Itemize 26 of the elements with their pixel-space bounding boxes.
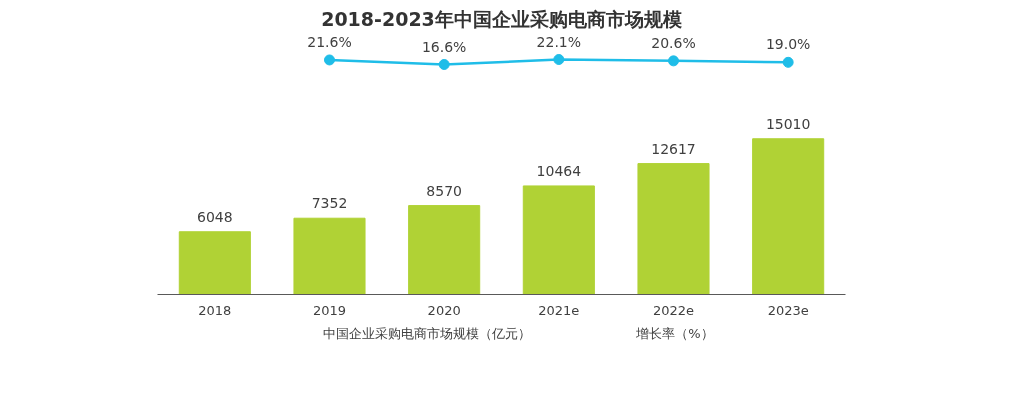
x-tick-label: 2023e <box>767 302 809 318</box>
text: 中国企业采购电商市场规模（亿元） <box>323 325 532 343</box>
data-label: 19.0% <box>765 36 811 53</box>
bar <box>178 231 251 295</box>
bar <box>293 217 366 295</box>
data-label: 21.6% <box>307 33 352 50</box>
data-label: 20.6% <box>651 34 696 51</box>
data-label: 6048 <box>197 208 233 225</box>
data-label: 12617 <box>651 140 696 157</box>
text: 增长率（%） <box>636 325 714 343</box>
bar <box>637 163 710 295</box>
data-label: 10464 <box>536 162 582 179</box>
x-tick-label: 2019 <box>312 302 347 318</box>
bar <box>408 205 481 295</box>
data-label: 7352 <box>311 195 348 212</box>
x-tick-label: 2020 <box>427 302 461 318</box>
data-label: 16.6% <box>421 38 467 55</box>
data-label: 22.1% <box>536 33 582 50</box>
x-tick-label: 2021e <box>538 302 580 318</box>
chart-title: 2018-2023年中国企业采购电商市场规模 <box>321 7 682 30</box>
x-tick-label: 2022e <box>652 302 695 318</box>
x-tick-label: 2018 <box>198 302 232 318</box>
data-label: 15010 <box>765 115 811 132</box>
data-label: 8570 <box>426 182 462 199</box>
bar <box>522 185 595 295</box>
bar <box>752 138 825 295</box>
